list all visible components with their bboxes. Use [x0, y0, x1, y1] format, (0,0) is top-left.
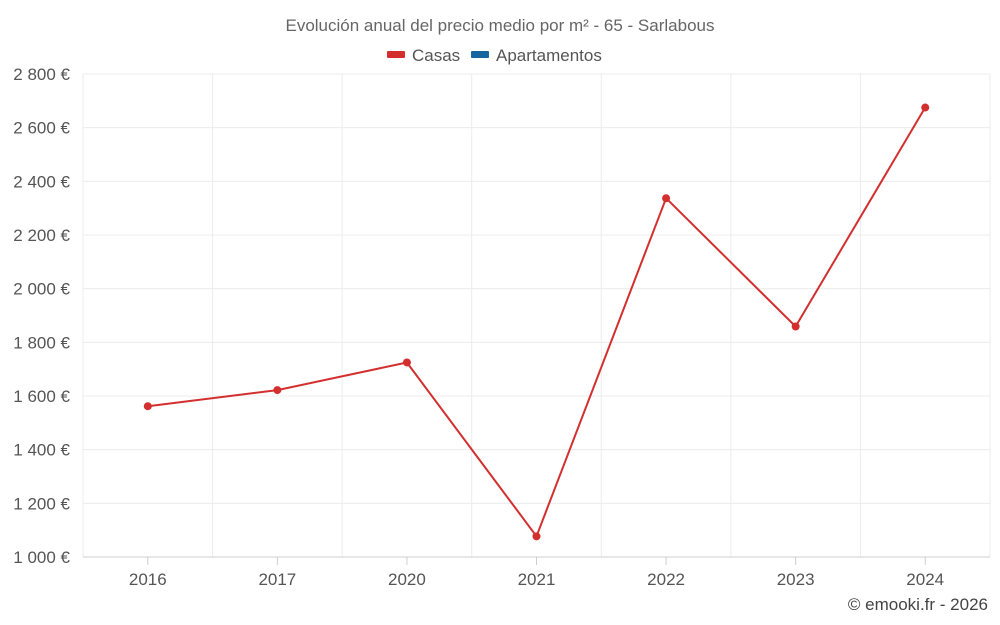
data-point[interactable] [662, 194, 671, 203]
x-tick-label: 2021 [518, 570, 556, 589]
y-tick-label: 2 200 € [13, 226, 70, 245]
series-line-casas [147, 106, 927, 538]
legend: Casas Apartamentos [387, 46, 602, 65]
y-tick-label: 1 200 € [13, 494, 70, 513]
legend-label-casas[interactable]: Casas [412, 46, 460, 65]
axes: 1 000 € 1 200 € 1 400 € 1 600 € 1 800 € 2 000… [13, 65, 990, 589]
grid [82, 73, 991, 557]
x-tick-label: 2024 [906, 570, 944, 589]
y-tick-label: 2 600 € [13, 119, 70, 138]
data-point[interactable] [143, 402, 152, 411]
credit-text: © emooki.fr - 2026 [848, 595, 988, 614]
legend-swatch-apartamentos [471, 51, 489, 58]
legend-label-apartamentos[interactable]: Apartamentos [496, 46, 602, 65]
y-tick-label: 2 400 € [13, 172, 70, 191]
series-casas [143, 103, 930, 541]
y-tick-label: 2 800 € [13, 65, 70, 84]
y-tick-label: 1 800 € [13, 333, 70, 352]
data-point[interactable] [791, 322, 800, 331]
x-tick-label: 2017 [258, 570, 296, 589]
x-tick-label: 2020 [388, 570, 426, 589]
data-point[interactable] [532, 532, 541, 541]
x-tick-label: 2022 [647, 570, 685, 589]
y-tick-label: 1 000 € [13, 548, 70, 567]
y-tick-label: 2 000 € [13, 280, 70, 299]
y-tick-label: 1 600 € [13, 387, 70, 406]
data-point[interactable] [273, 386, 282, 395]
y-tick-label: 1 400 € [13, 441, 70, 460]
legend-swatch-casas [387, 51, 405, 58]
data-point[interactable] [402, 358, 411, 367]
chart-title: Evolución anual del precio medio por m² … [285, 16, 714, 35]
x-tick-label: 2016 [129, 570, 167, 589]
data-point[interactable] [921, 103, 930, 112]
x-tick-label: 2023 [777, 570, 815, 589]
